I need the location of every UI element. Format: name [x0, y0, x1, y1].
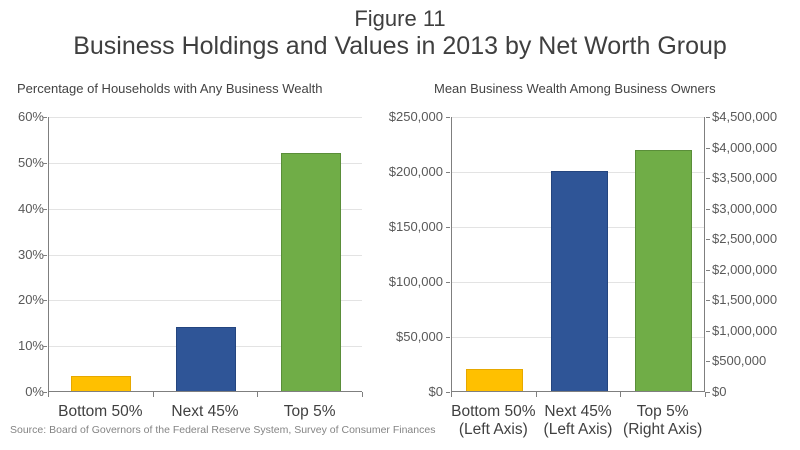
category-boundary-tick — [152, 392, 154, 397]
left-axis-tick-mark — [43, 346, 47, 348]
right-axis-tick-label: $1,000,000 — [712, 322, 778, 338]
left-axis-tick-mark — [446, 172, 450, 173]
left-axis-tick-label: 50% — [17, 154, 44, 170]
left-axis-tick-label: 60% — [17, 109, 44, 124]
right-axis-tick-label: $2,500,000 — [712, 231, 778, 247]
right-axis-tick-mark — [706, 392, 710, 393]
right-axis-tick-label: $4,000,000 — [712, 139, 778, 155]
category-boundary-tick — [535, 392, 537, 397]
left-axis-tick-label: 40% — [17, 200, 44, 216]
category-boundary-tick — [48, 392, 49, 397]
gridline — [452, 117, 704, 118]
category-label: Bottom 50% — [58, 403, 143, 420]
left-axis-tick-label: 20% — [17, 292, 44, 308]
left-axis-tick-mark — [43, 392, 47, 393]
left-chart-plot-area — [48, 117, 362, 392]
gridline — [49, 162, 362, 164]
left-chart-title: Percentage of Households with Any Busine… — [17, 81, 323, 96]
right-axis-tick-label: $3,000,000 — [712, 200, 778, 216]
bar-bottom-50- — [465, 369, 523, 391]
left-axis-tick-mark — [446, 117, 450, 118]
source-note: Source: Board of Governors of the Federa… — [10, 424, 436, 436]
bar-bottom-50- — [71, 375, 132, 391]
category-boundary-tick — [257, 392, 259, 397]
right-axis-tick-mark — [706, 178, 710, 180]
right-axis-tick-label: $2,000,000 — [712, 261, 778, 277]
category-sublabel: (Left Axis) — [458, 421, 528, 438]
left-axis-tick-mark — [446, 227, 450, 228]
right-axis-tick-label: $3,500,000 — [712, 170, 778, 186]
right-axis-tick-label: $1,500,000 — [712, 292, 778, 308]
category-label: Bottom 50% — [451, 403, 536, 420]
right-axis-tick-mark — [706, 361, 710, 363]
bar-next-45- — [550, 171, 608, 391]
left-axis-tick-label: 10% — [17, 338, 44, 354]
left-axis-tick-mark — [43, 117, 47, 118]
right-axis-tick-mark — [706, 330, 710, 332]
bar-top-5- — [280, 152, 341, 391]
left-axis-tick-label: 0% — [25, 384, 44, 399]
gridline — [49, 208, 362, 210]
category-sublabel: (Left Axis) — [543, 421, 613, 438]
right-axis-tick-label: $4,500,000 — [712, 109, 778, 124]
right-axis-tick-mark — [706, 269, 710, 271]
bar-next-45- — [176, 326, 236, 391]
left-axis-tick-mark — [446, 337, 450, 338]
left-axis-tick-mark — [43, 208, 47, 210]
category-boundary-tick — [362, 392, 363, 397]
right-axis-tick-mark — [706, 300, 710, 302]
right-chart-plot-area — [451, 117, 705, 392]
category-label: Next 45% — [171, 403, 239, 420]
right-axis-tick-mark — [706, 117, 710, 118]
left-axis-tick-label: 30% — [17, 246, 44, 262]
right-axis-tick-label: $500,000 — [712, 353, 767, 369]
category-label: Top 5% — [636, 403, 689, 420]
gridline — [49, 254, 362, 256]
category-sublabel: (Right Axis) — [623, 421, 703, 438]
right-axis-tick-mark — [706, 239, 710, 241]
figure-number: Figure 11 — [354, 6, 446, 31]
figure-title: Business Holdings and Values in 2013 by … — [73, 32, 727, 60]
left-axis-tick-mark — [43, 254, 47, 256]
category-boundary-tick — [451, 392, 452, 397]
bar-top-5- — [635, 149, 693, 391]
category-boundary-tick — [620, 392, 622, 397]
left-axis-tick-mark — [446, 282, 450, 283]
category-label: Next 45% — [544, 403, 612, 420]
left-axis-tick-mark — [43, 300, 47, 302]
gridline — [49, 300, 362, 302]
right-axis-tick-mark — [706, 147, 710, 149]
right-axis-tick-label: $0 — [712, 384, 727, 399]
gridline — [49, 117, 362, 118]
category-boundary-tick — [705, 392, 706, 397]
category-label: Top 5% — [283, 403, 336, 420]
right-axis-tick-mark — [706, 208, 710, 210]
left-axis-tick-mark — [43, 162, 47, 164]
left-axis-tick-mark — [446, 392, 450, 393]
right-chart-title: Mean Business Wealth Among Business Owne… — [434, 81, 716, 96]
